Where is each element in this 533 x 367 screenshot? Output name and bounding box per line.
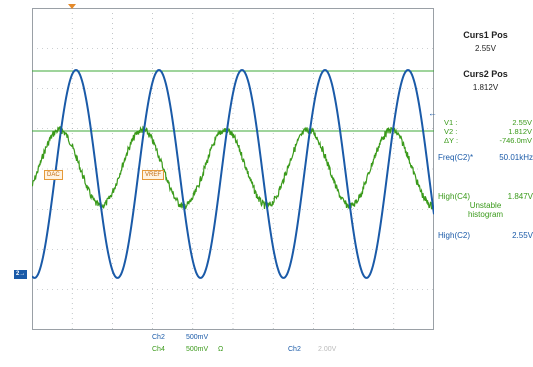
high-c4-label: High(C4) [438, 192, 471, 201]
dv-label: ΔY : [444, 136, 459, 145]
trigger-level-arrow-icon[interactable]: ← [428, 108, 437, 118]
high-c4-status-detail: histogram [467, 210, 504, 219]
ch4-label: Ch4 [152, 346, 165, 353]
v2-value: 1.812V [508, 127, 532, 136]
high-c2-value: 2.55V [512, 231, 533, 240]
ch2-scale: 500mV [186, 334, 209, 341]
waveform-display [32, 8, 434, 330]
v1-label: V1 : [444, 118, 458, 127]
high-c4-measurement: High(C4) 1.847V Unstable histogram [438, 192, 533, 219]
cursor2-marker[interactable]: VREF [142, 170, 165, 180]
trigger-level: 2.00V [318, 346, 337, 353]
channel2-waveform [32, 68, 434, 279]
v1-value: 2.55V [512, 118, 532, 127]
high-c2-label: High(C2) [438, 231, 471, 240]
cursor-readout-panel: Curs1 Pos 2.55V Curs2 Pos 1.812V [438, 30, 533, 92]
curs1-value: 2.55V [475, 44, 496, 53]
high-c4-value: 1.847V [507, 192, 533, 201]
freq-measurement: Freq(C2)* 50.01kHz [438, 153, 533, 162]
ch4-scale: 500mV [186, 346, 209, 353]
curs2-title: Curs2 Pos [463, 69, 508, 79]
delta-readout: V1 : 2.55V V2 : 1.812V ΔY : -746.0mV [444, 118, 532, 145]
high-c4-status: Unstable [469, 201, 502, 210]
dv-value: -746.0mV [499, 136, 532, 145]
freq-value: 50.01kHz [499, 153, 533, 162]
freq-label: Freq(C2)* [438, 153, 474, 162]
channel2-ground-marker[interactable]: 2→ [14, 270, 28, 279]
high-c2-measurement: High(C2) 2.55V [438, 231, 533, 240]
trigger-position-icon[interactable] [68, 4, 76, 9]
ch2-label: Ch2 [152, 334, 165, 341]
ch4-impedance-icon: Ω [218, 346, 224, 353]
curs1-title: Curs1 Pos [463, 30, 508, 40]
channel4-waveform [32, 125, 434, 210]
v2-label: V2 : [444, 127, 458, 136]
scope-screen[interactable] [32, 8, 434, 330]
trigger-source: Ch2 [288, 346, 301, 353]
curs2-value: 1.812V [472, 83, 499, 92]
cursor1-marker[interactable]: DAC [44, 170, 63, 180]
